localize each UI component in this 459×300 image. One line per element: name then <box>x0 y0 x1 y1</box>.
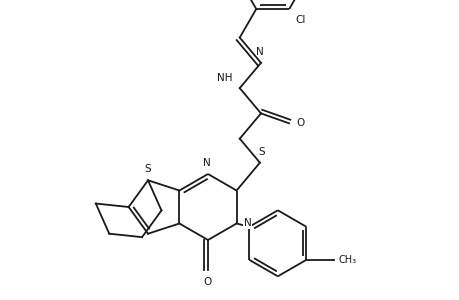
Text: NH: NH <box>217 73 232 83</box>
Text: N: N <box>256 47 263 57</box>
Text: N: N <box>243 218 251 229</box>
Text: CH₃: CH₃ <box>338 255 356 265</box>
Text: N: N <box>203 158 210 167</box>
Text: O: O <box>296 118 303 128</box>
Text: S: S <box>145 164 151 174</box>
Text: O: O <box>203 277 212 287</box>
Text: Cl: Cl <box>295 15 305 25</box>
Text: S: S <box>258 147 265 157</box>
